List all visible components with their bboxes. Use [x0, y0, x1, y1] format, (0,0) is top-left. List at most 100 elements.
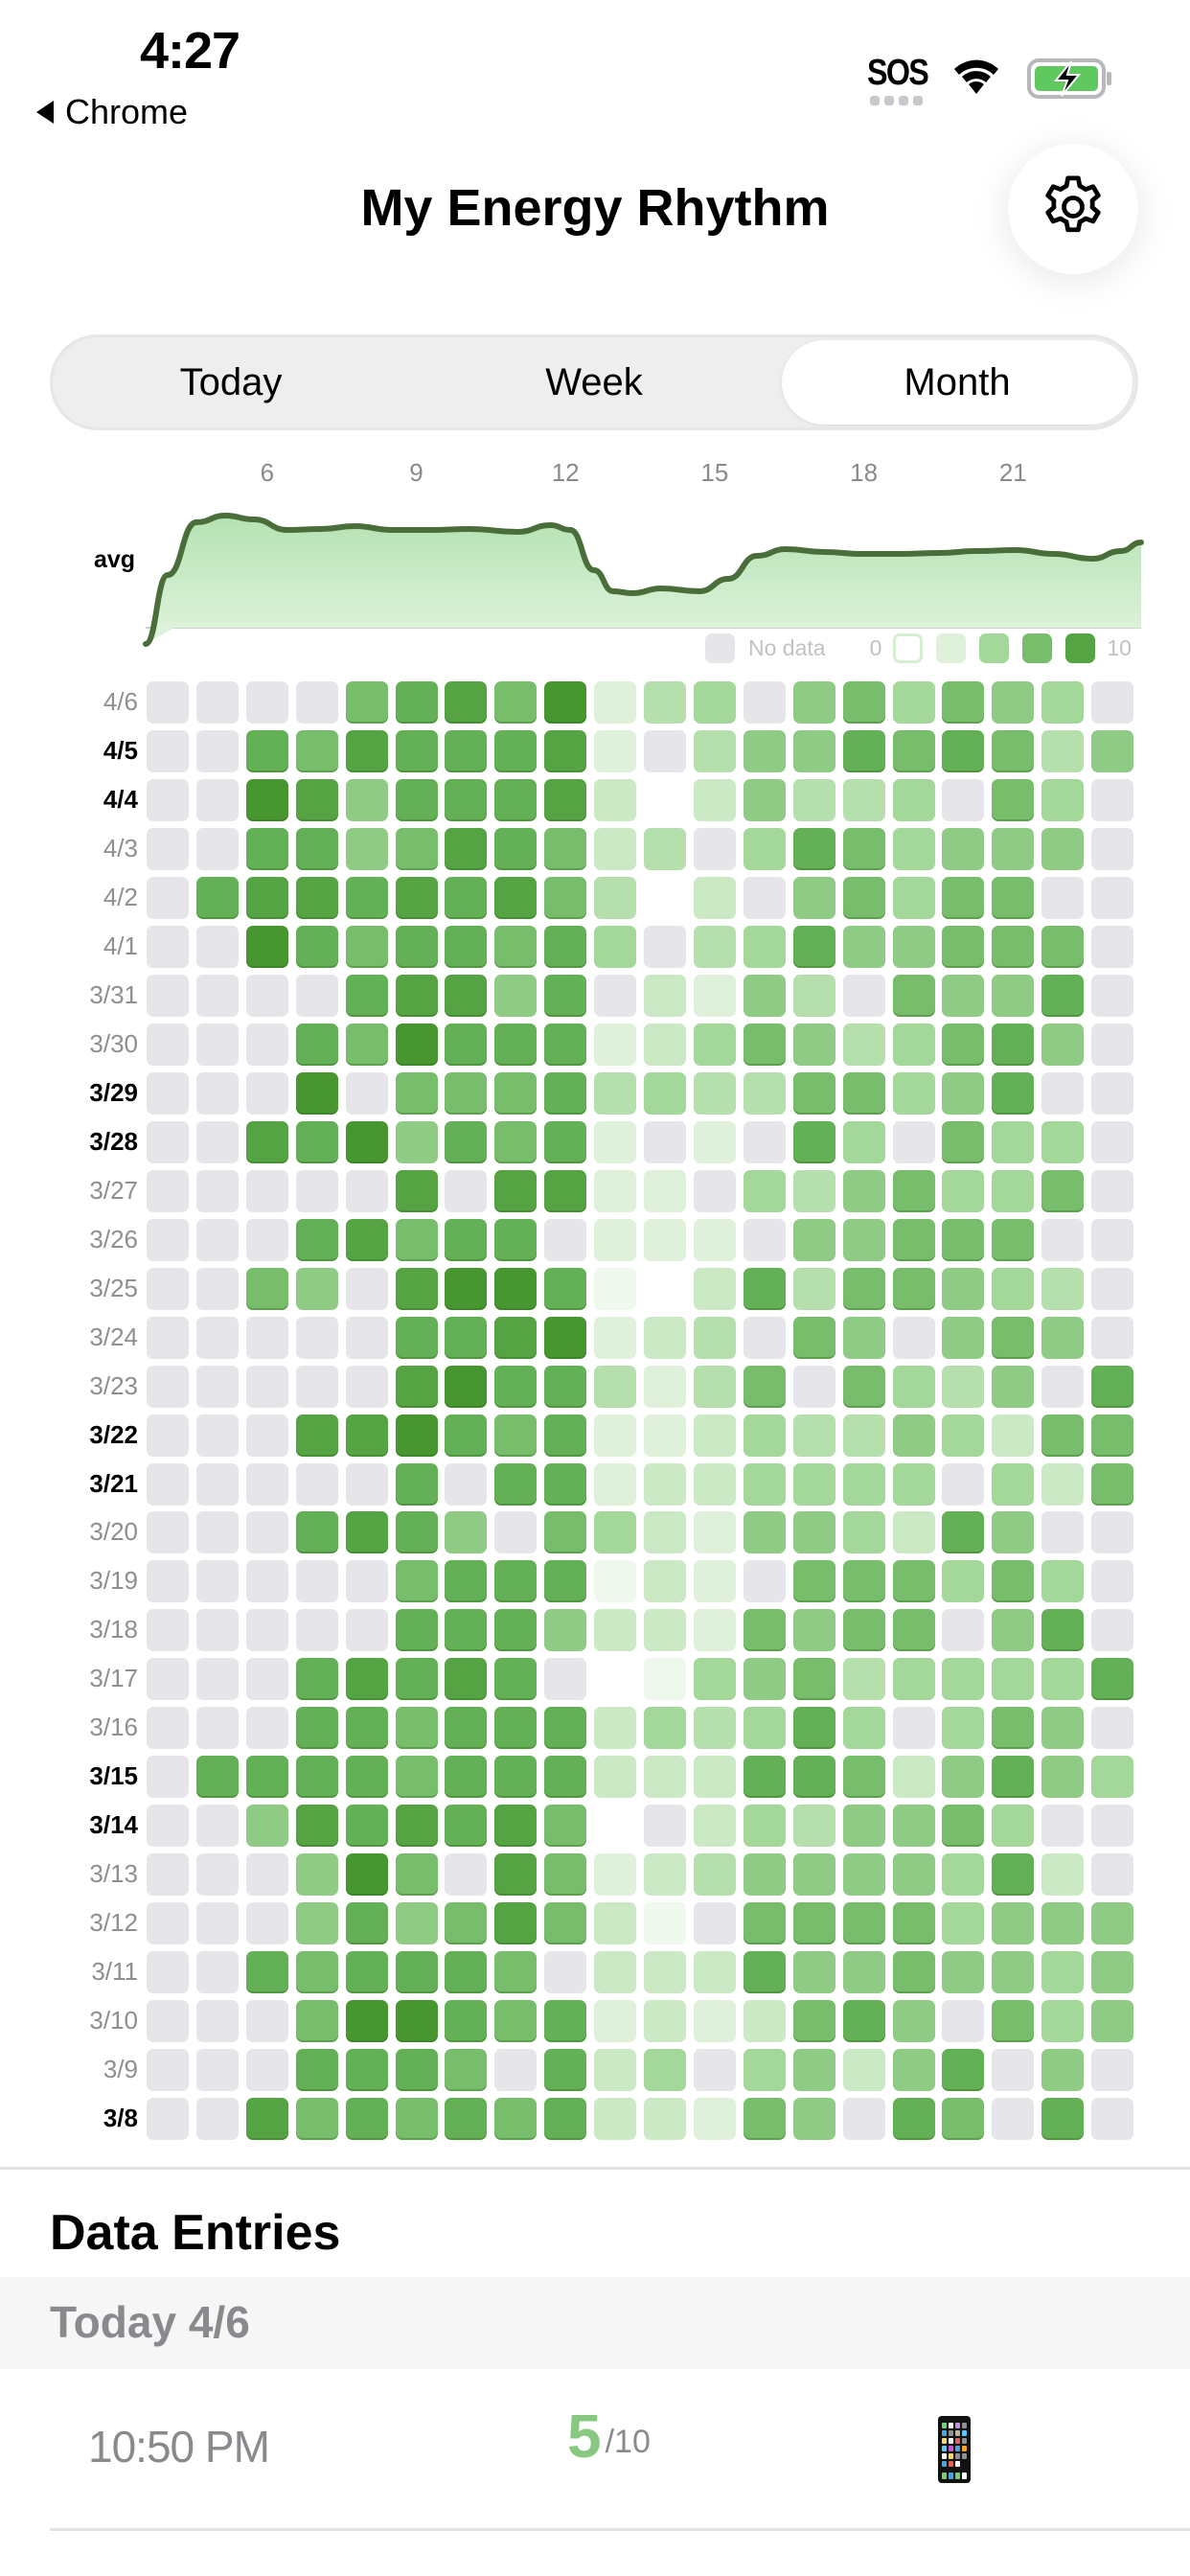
heatmap-cell[interactable]	[195, 2000, 239, 2043]
heatmap-cell[interactable]	[295, 925, 338, 968]
heatmap-cell[interactable]	[544, 1609, 587, 1652]
heatmap-cell[interactable]	[345, 1218, 388, 1261]
heatmap-cell[interactable]	[295, 1218, 338, 1261]
heatmap-cell[interactable]	[295, 1316, 338, 1359]
back-to-chrome-link[interactable]: Chrome	[36, 92, 188, 132]
heatmap-cell[interactable]	[544, 1853, 587, 1897]
heatmap-cell[interactable]	[792, 1365, 835, 1408]
heatmap-cell[interactable]	[892, 1951, 935, 1994]
heatmap-cell[interactable]	[245, 1316, 288, 1359]
heatmap-cell[interactable]	[1041, 729, 1085, 772]
heatmap-cell[interactable]	[395, 1071, 438, 1115]
heatmap-cell[interactable]	[445, 1707, 488, 1750]
tab-week[interactable]: Week	[545, 360, 643, 403]
heatmap-cell[interactable]	[892, 681, 935, 724]
heatmap-cell[interactable]	[1091, 925, 1134, 968]
heatmap-cell[interactable]	[644, 1414, 686, 1457]
heatmap-cell[interactable]	[594, 1462, 637, 1506]
heatmap-cell[interactable]	[743, 1756, 786, 1799]
heatmap-cell[interactable]	[1091, 1071, 1134, 1115]
heatmap-cell[interactable]	[792, 729, 835, 772]
heatmap-cell[interactable]	[693, 681, 736, 724]
heatmap-cell[interactable]	[1041, 1658, 1085, 1701]
heatmap-cell[interactable]	[445, 1511, 488, 1554]
heatmap-cell[interactable]	[594, 1023, 637, 1066]
heatmap-cell[interactable]	[195, 1902, 239, 1945]
heatmap-cell[interactable]	[395, 1218, 438, 1261]
heatmap-cell[interactable]	[445, 2098, 488, 2141]
heatmap-cell[interactable]	[892, 1511, 935, 1554]
heatmap-cell[interactable]	[892, 729, 935, 772]
heatmap-cell[interactable]	[445, 1805, 488, 1848]
heatmap-cell[interactable]	[295, 1951, 338, 1994]
heatmap-cell[interactable]	[792, 827, 835, 870]
heatmap-cell[interactable]	[992, 1365, 1035, 1408]
heatmap-cell[interactable]	[445, 1853, 488, 1897]
heatmap-cell[interactable]	[842, 778, 885, 821]
heatmap-cell[interactable]	[942, 974, 985, 1017]
heatmap-cell[interactable]	[147, 1120, 189, 1163]
heatmap-cell[interactable]	[494, 1365, 538, 1408]
heatmap-cell[interactable]	[693, 1853, 736, 1897]
heatmap-cell[interactable]	[245, 2000, 288, 2043]
heatmap-cell[interactable]	[892, 1462, 935, 1506]
heatmap-cell[interactable]	[245, 1365, 288, 1408]
heatmap-cell[interactable]	[693, 2000, 736, 2043]
heatmap-cell[interactable]	[395, 1707, 438, 1750]
heatmap-cell[interactable]	[942, 1805, 985, 1848]
tab-month[interactable]: Month	[782, 340, 1133, 425]
heatmap-cell[interactable]	[494, 1316, 538, 1359]
heatmap-cell[interactable]	[594, 2000, 637, 2043]
heatmap-cell[interactable]	[792, 974, 835, 1017]
heatmap-cell[interactable]	[445, 1560, 488, 1603]
heatmap-cell[interactable]	[792, 1951, 835, 1994]
heatmap-cell[interactable]	[842, 974, 885, 1017]
heatmap-cell[interactable]	[345, 1951, 388, 1994]
heatmap-cell[interactable]	[147, 1316, 189, 1359]
heatmap-cell[interactable]	[693, 2049, 736, 2092]
heatmap-cell[interactable]	[345, 1462, 388, 1506]
heatmap-cell[interactable]	[644, 1756, 686, 1799]
heatmap-cell[interactable]	[892, 2049, 935, 2092]
heatmap-cell[interactable]	[395, 1120, 438, 1163]
heatmap-cell[interactable]	[693, 1414, 736, 1457]
heatmap-cell[interactable]	[792, 778, 835, 821]
heatmap-cell[interactable]	[842, 2098, 885, 2141]
heatmap-cell[interactable]	[892, 1023, 935, 1066]
heatmap-cell[interactable]	[594, 681, 637, 724]
heatmap-cell[interactable]	[942, 1707, 985, 1750]
heatmap-cell[interactable]	[494, 1120, 538, 1163]
heatmap-cell[interactable]	[544, 1951, 587, 1994]
heatmap-cell[interactable]	[295, 974, 338, 1017]
heatmap-cell[interactable]	[644, 729, 686, 772]
heatmap-cell[interactable]	[195, 1120, 239, 1163]
heatmap-cell[interactable]	[594, 2049, 637, 2092]
heatmap-cell[interactable]	[395, 729, 438, 772]
heatmap-cell[interactable]	[345, 1902, 388, 1945]
heatmap-cell[interactable]	[494, 1023, 538, 1066]
heatmap-cell[interactable]	[1091, 2000, 1134, 2043]
heatmap-cell[interactable]	[842, 1560, 885, 1603]
heatmap-cell[interactable]	[743, 2049, 786, 2092]
heatmap-cell[interactable]	[445, 1951, 488, 1994]
heatmap-cell[interactable]	[494, 1462, 538, 1506]
heatmap-cell[interactable]	[147, 2000, 189, 2043]
heatmap-cell[interactable]	[594, 1805, 637, 1848]
heatmap-cell[interactable]	[792, 1609, 835, 1652]
heatmap-cell[interactable]	[992, 1756, 1035, 1799]
heatmap-cell[interactable]	[743, 876, 786, 919]
heatmap-cell[interactable]	[792, 1023, 835, 1066]
heatmap-cell[interactable]	[743, 1658, 786, 1701]
heatmap-cell[interactable]	[842, 1609, 885, 1652]
heatmap-cell[interactable]	[494, 2049, 538, 2092]
heatmap-cell[interactable]	[1041, 974, 1085, 1017]
heatmap-cell[interactable]	[245, 925, 288, 968]
heatmap-cell[interactable]	[544, 1805, 587, 1848]
heatmap-cell[interactable]	[147, 681, 189, 724]
heatmap-cell[interactable]	[544, 1023, 587, 1066]
heatmap-cell[interactable]	[345, 1658, 388, 1701]
heatmap-cell[interactable]	[792, 1462, 835, 1506]
heatmap-cell[interactable]	[345, 2049, 388, 2092]
heatmap-cell[interactable]	[494, 1707, 538, 1750]
heatmap-cell[interactable]	[395, 1609, 438, 1652]
